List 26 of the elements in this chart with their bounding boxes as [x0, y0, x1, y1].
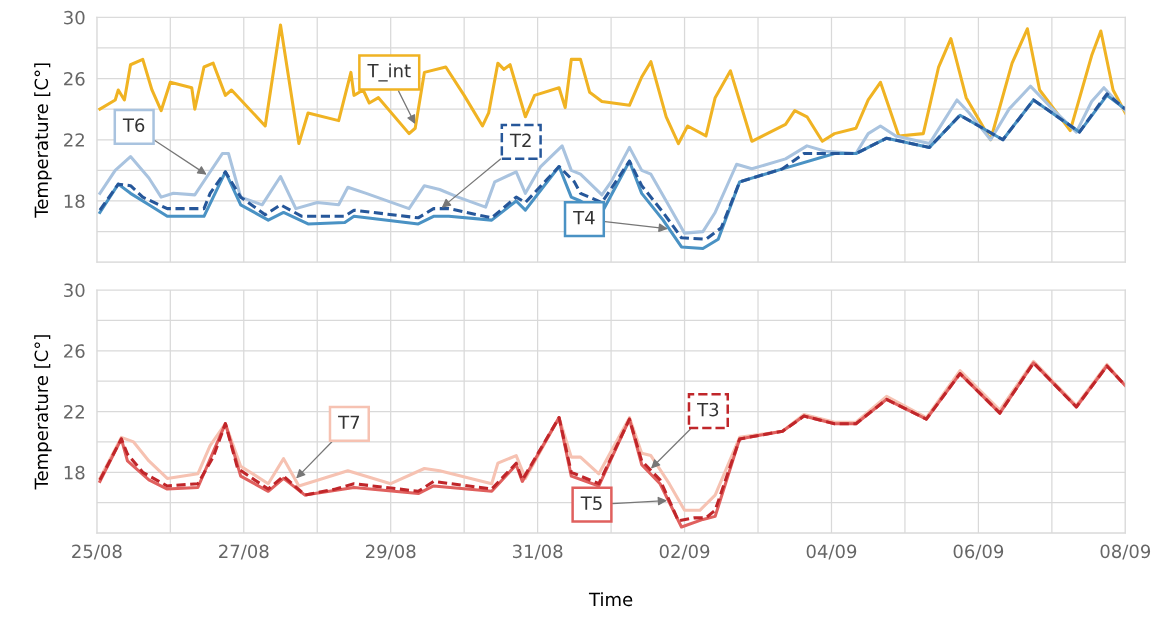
series-label: T5: [580, 496, 602, 510]
series-label: T_int: [367, 63, 411, 82]
series-label: T4: [573, 210, 595, 225]
text: T7: [338, 415, 360, 429]
y-tick-label: 22: [64, 133, 84, 147]
x-tick-label: 31/08: [512, 544, 563, 560]
y-tick-label: 26: [64, 71, 85, 86]
x-tick-label: 27/08: [219, 544, 269, 560]
y-tick-label: 30: [64, 10, 85, 25]
series-label: T2: [509, 133, 531, 147]
y-tick-label: 26: [64, 344, 85, 358]
y-tick-label: 22: [64, 405, 84, 419]
x-tick-label: 04/09: [806, 544, 857, 560]
x-tick-label: 06/09: [953, 544, 1004, 560]
series-label: T6: [122, 118, 145, 133]
x-tick-label: 02/09: [659, 544, 710, 560]
y-tick-label: 30: [64, 283, 85, 298]
series-label: T3: [697, 402, 719, 417]
y-tick-label: 18: [64, 465, 85, 480]
x-tick-label: 25/08: [72, 544, 122, 560]
y-tick-label: 18: [64, 194, 85, 209]
x-tick-label: 29/08: [366, 544, 416, 560]
x-axis-title: Time: [588, 592, 633, 607]
x-tick-label: 08/09: [1100, 544, 1151, 560]
y-axis-title: Temperature [C°]: [34, 335, 52, 490]
y-axis-title: Temperature [C°]: [34, 63, 52, 218]
